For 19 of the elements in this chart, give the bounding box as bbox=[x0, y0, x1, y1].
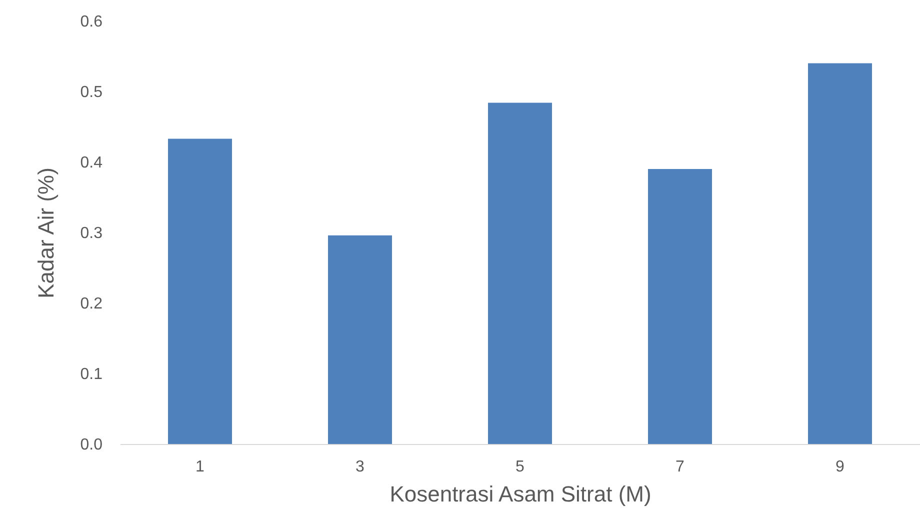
y-tick-label: 0.3 bbox=[80, 225, 103, 242]
bar bbox=[488, 102, 552, 444]
bar bbox=[808, 63, 872, 444]
y-tick-label: 0.1 bbox=[80, 366, 103, 383]
bar bbox=[328, 235, 392, 444]
x-tick-label: 3 bbox=[356, 458, 365, 476]
y-tick-label: 0.2 bbox=[80, 296, 103, 312]
y-tick-label: 0.4 bbox=[80, 154, 103, 172]
x-tick-label: 7 bbox=[676, 458, 685, 476]
y-axis-title: Kadar Air (%) bbox=[33, 168, 58, 298]
y-tick-label: 0.5 bbox=[80, 84, 103, 101]
bar bbox=[648, 169, 712, 444]
x-tick-label: 9 bbox=[836, 458, 845, 476]
x-tick-label: 1 bbox=[196, 458, 205, 476]
y-tick-label: 0.6 bbox=[80, 14, 103, 30]
x-axis-title: Kosentrasi Asam Sitrat (M) bbox=[390, 482, 652, 506]
x-tick-label: 5 bbox=[516, 458, 525, 476]
y-tick-label: 0.0 bbox=[80, 436, 103, 454]
bar bbox=[168, 138, 232, 444]
